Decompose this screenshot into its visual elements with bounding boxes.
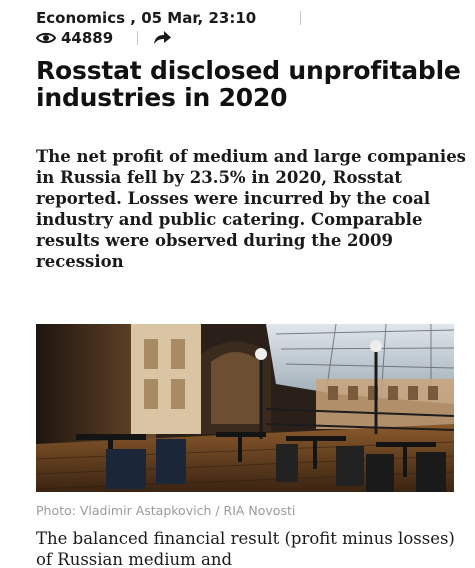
article-photo[interactable] bbox=[36, 324, 454, 492]
views-count: 44889 bbox=[61, 29, 114, 47]
meta-row-stats: 44889 bbox=[36, 28, 456, 48]
publish-datetime: 05 Mar, 23:10 bbox=[141, 9, 257, 27]
article-body: The balanced financial result (profit mi… bbox=[36, 529, 455, 568]
meta-row-category: Economics , 05 Mar, 23:10 bbox=[36, 8, 456, 28]
meta-separator: , bbox=[125, 9, 142, 27]
article-lead: The net profit of medium and large compa… bbox=[36, 147, 466, 271]
meta-divider bbox=[300, 11, 302, 25]
eye-icon bbox=[36, 31, 56, 45]
share-arrow-icon[interactable] bbox=[152, 30, 172, 46]
article-meta: Economics , 05 Mar, 23:10 44889 bbox=[36, 8, 456, 48]
category-label[interactable]: Economics bbox=[36, 9, 126, 27]
photo-caption: Photo: Vladimir Astapkovich / RIA Novost… bbox=[36, 503, 296, 518]
meta-divider-2 bbox=[137, 31, 139, 45]
article-title: Rosstat disclosed unprofitable industrie… bbox=[36, 56, 461, 112]
